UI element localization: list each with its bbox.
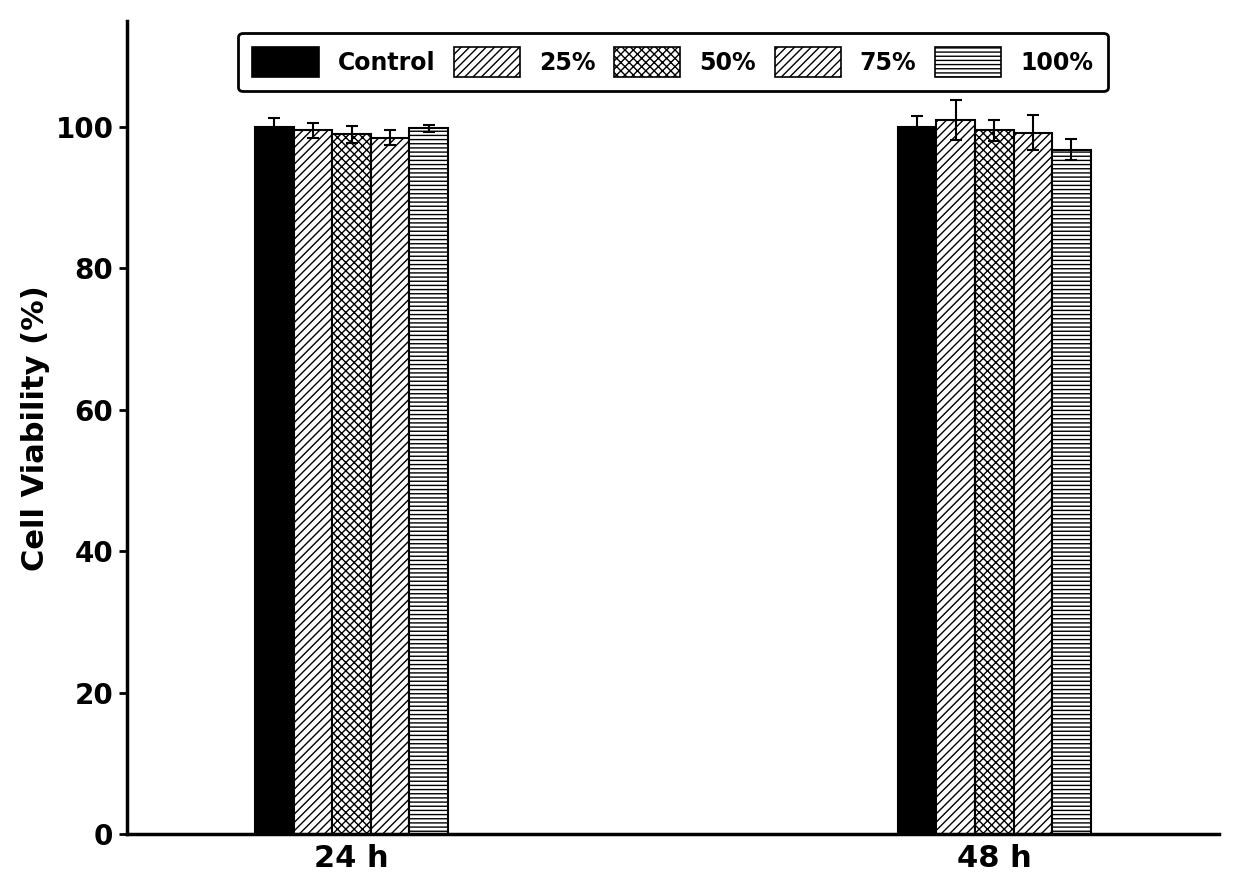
Bar [409,129,448,834]
Bar [1013,132,1052,834]
Bar [371,138,409,834]
Bar [936,120,975,834]
Bar [294,131,332,834]
Bar [898,127,936,834]
Bar [975,131,1013,834]
Bar [1052,149,1091,834]
Legend: Control, 25%, 50%, 75%, 100%: Control, 25%, 50%, 75%, 100% [238,33,1107,91]
Bar [255,127,294,834]
Y-axis label: Cell Viability (%): Cell Viability (%) [21,285,50,570]
Bar [332,134,371,834]
